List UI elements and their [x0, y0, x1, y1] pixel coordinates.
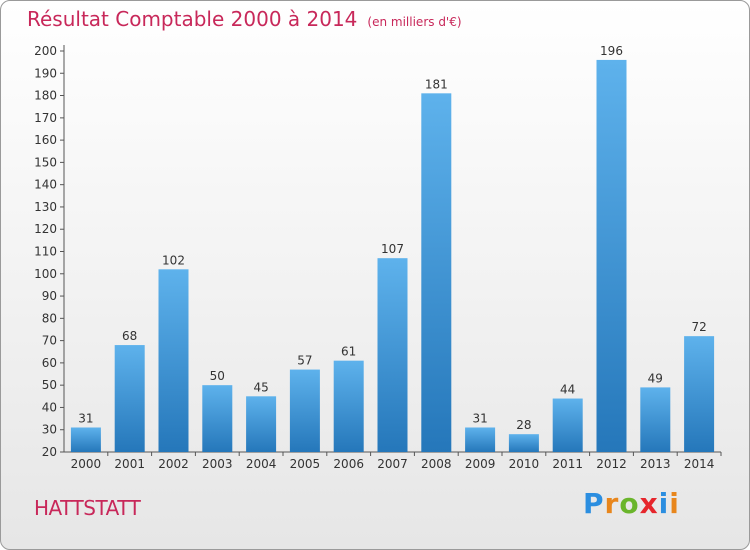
y-tick-label: 120	[34, 222, 57, 236]
x-tick-label-2014: 2014	[684, 457, 715, 471]
y-tick-label: 50	[42, 378, 57, 392]
chart-title: Résultat Comptable 2000 à 2014 (en millie…	[27, 7, 462, 31]
value-label-2004: 45	[253, 380, 268, 394]
x-tick-label-2002: 2002	[158, 457, 189, 471]
x-tick-label-2004: 2004	[246, 457, 277, 471]
bar-2000	[70, 427, 101, 452]
chart-title-text: Résultat Comptable 2000 à 2014	[27, 7, 358, 31]
y-tick-label: 100	[34, 267, 57, 281]
bar-2005	[289, 369, 320, 452]
value-label-2010: 28	[516, 418, 531, 432]
value-label-2002: 102	[162, 253, 185, 267]
bar-2006	[333, 360, 364, 452]
value-label-2011: 44	[560, 383, 575, 397]
bar-2008	[421, 93, 452, 453]
y-tick-label: 160	[34, 133, 57, 147]
bar-2007	[377, 258, 408, 452]
y-tick-label: 200	[34, 44, 57, 58]
y-tick-label: 40	[42, 400, 57, 414]
value-label-2006: 61	[341, 345, 356, 359]
bar-2003	[202, 385, 233, 452]
value-label-2008: 181	[425, 77, 448, 91]
proxiti-logo: Proxii	[583, 487, 680, 520]
value-label-2001: 68	[122, 329, 137, 343]
x-tick-label-2003: 2003	[202, 457, 233, 471]
y-tick-label: 20	[42, 445, 57, 459]
bar-2001	[114, 345, 145, 452]
value-label-2012: 196	[600, 44, 623, 58]
x-tick-label-2005: 2005	[290, 457, 321, 471]
y-tick-label: 140	[34, 178, 57, 192]
y-tick-label: 30	[42, 423, 57, 437]
value-label-2005: 57	[297, 354, 312, 368]
bar-2002	[158, 269, 189, 452]
value-label-2014: 72	[691, 320, 706, 334]
x-tick-label-2006: 2006	[333, 457, 364, 471]
x-tick-label-2000: 2000	[71, 457, 102, 471]
y-tick-label: 80	[42, 311, 57, 325]
bar-2011	[552, 398, 583, 452]
y-tick-label: 110	[34, 245, 57, 259]
bar-2012	[596, 59, 627, 453]
y-tick-label: 180	[34, 89, 57, 103]
bar-2013	[640, 387, 671, 452]
y-tick-label: 190	[34, 66, 57, 80]
value-label-2013: 49	[648, 371, 663, 385]
x-tick-label-2010: 2010	[509, 457, 540, 471]
value-label-2003: 50	[210, 369, 225, 383]
bar-2014	[684, 336, 715, 452]
x-tick-label-2008: 2008	[421, 457, 452, 471]
y-tick-label: 70	[42, 334, 57, 348]
x-tick-label-2013: 2013	[640, 457, 671, 471]
x-tick-label-2011: 2011	[552, 457, 583, 471]
value-label-2007: 107	[381, 242, 404, 256]
bar-2004	[246, 396, 277, 452]
y-tick-label: 170	[34, 111, 57, 125]
value-label-2009: 31	[472, 411, 487, 425]
y-tick-label: 60	[42, 356, 57, 370]
x-tick-label-2009: 2009	[465, 457, 496, 471]
x-tick-label-2012: 2012	[596, 457, 627, 471]
value-label-2000: 31	[78, 411, 93, 425]
chart-unit: (en milliers d'€)	[367, 15, 462, 29]
bar-2009	[465, 427, 496, 452]
x-tick-label-2007: 2007	[377, 457, 408, 471]
bar-2010	[508, 434, 539, 452]
y-tick-label: 130	[34, 200, 57, 214]
y-tick-label: 90	[42, 289, 57, 303]
y-tick-label: 150	[34, 155, 57, 169]
location-name: HATTSTATT	[34, 496, 141, 520]
x-tick-label-2001: 2001	[114, 457, 145, 471]
